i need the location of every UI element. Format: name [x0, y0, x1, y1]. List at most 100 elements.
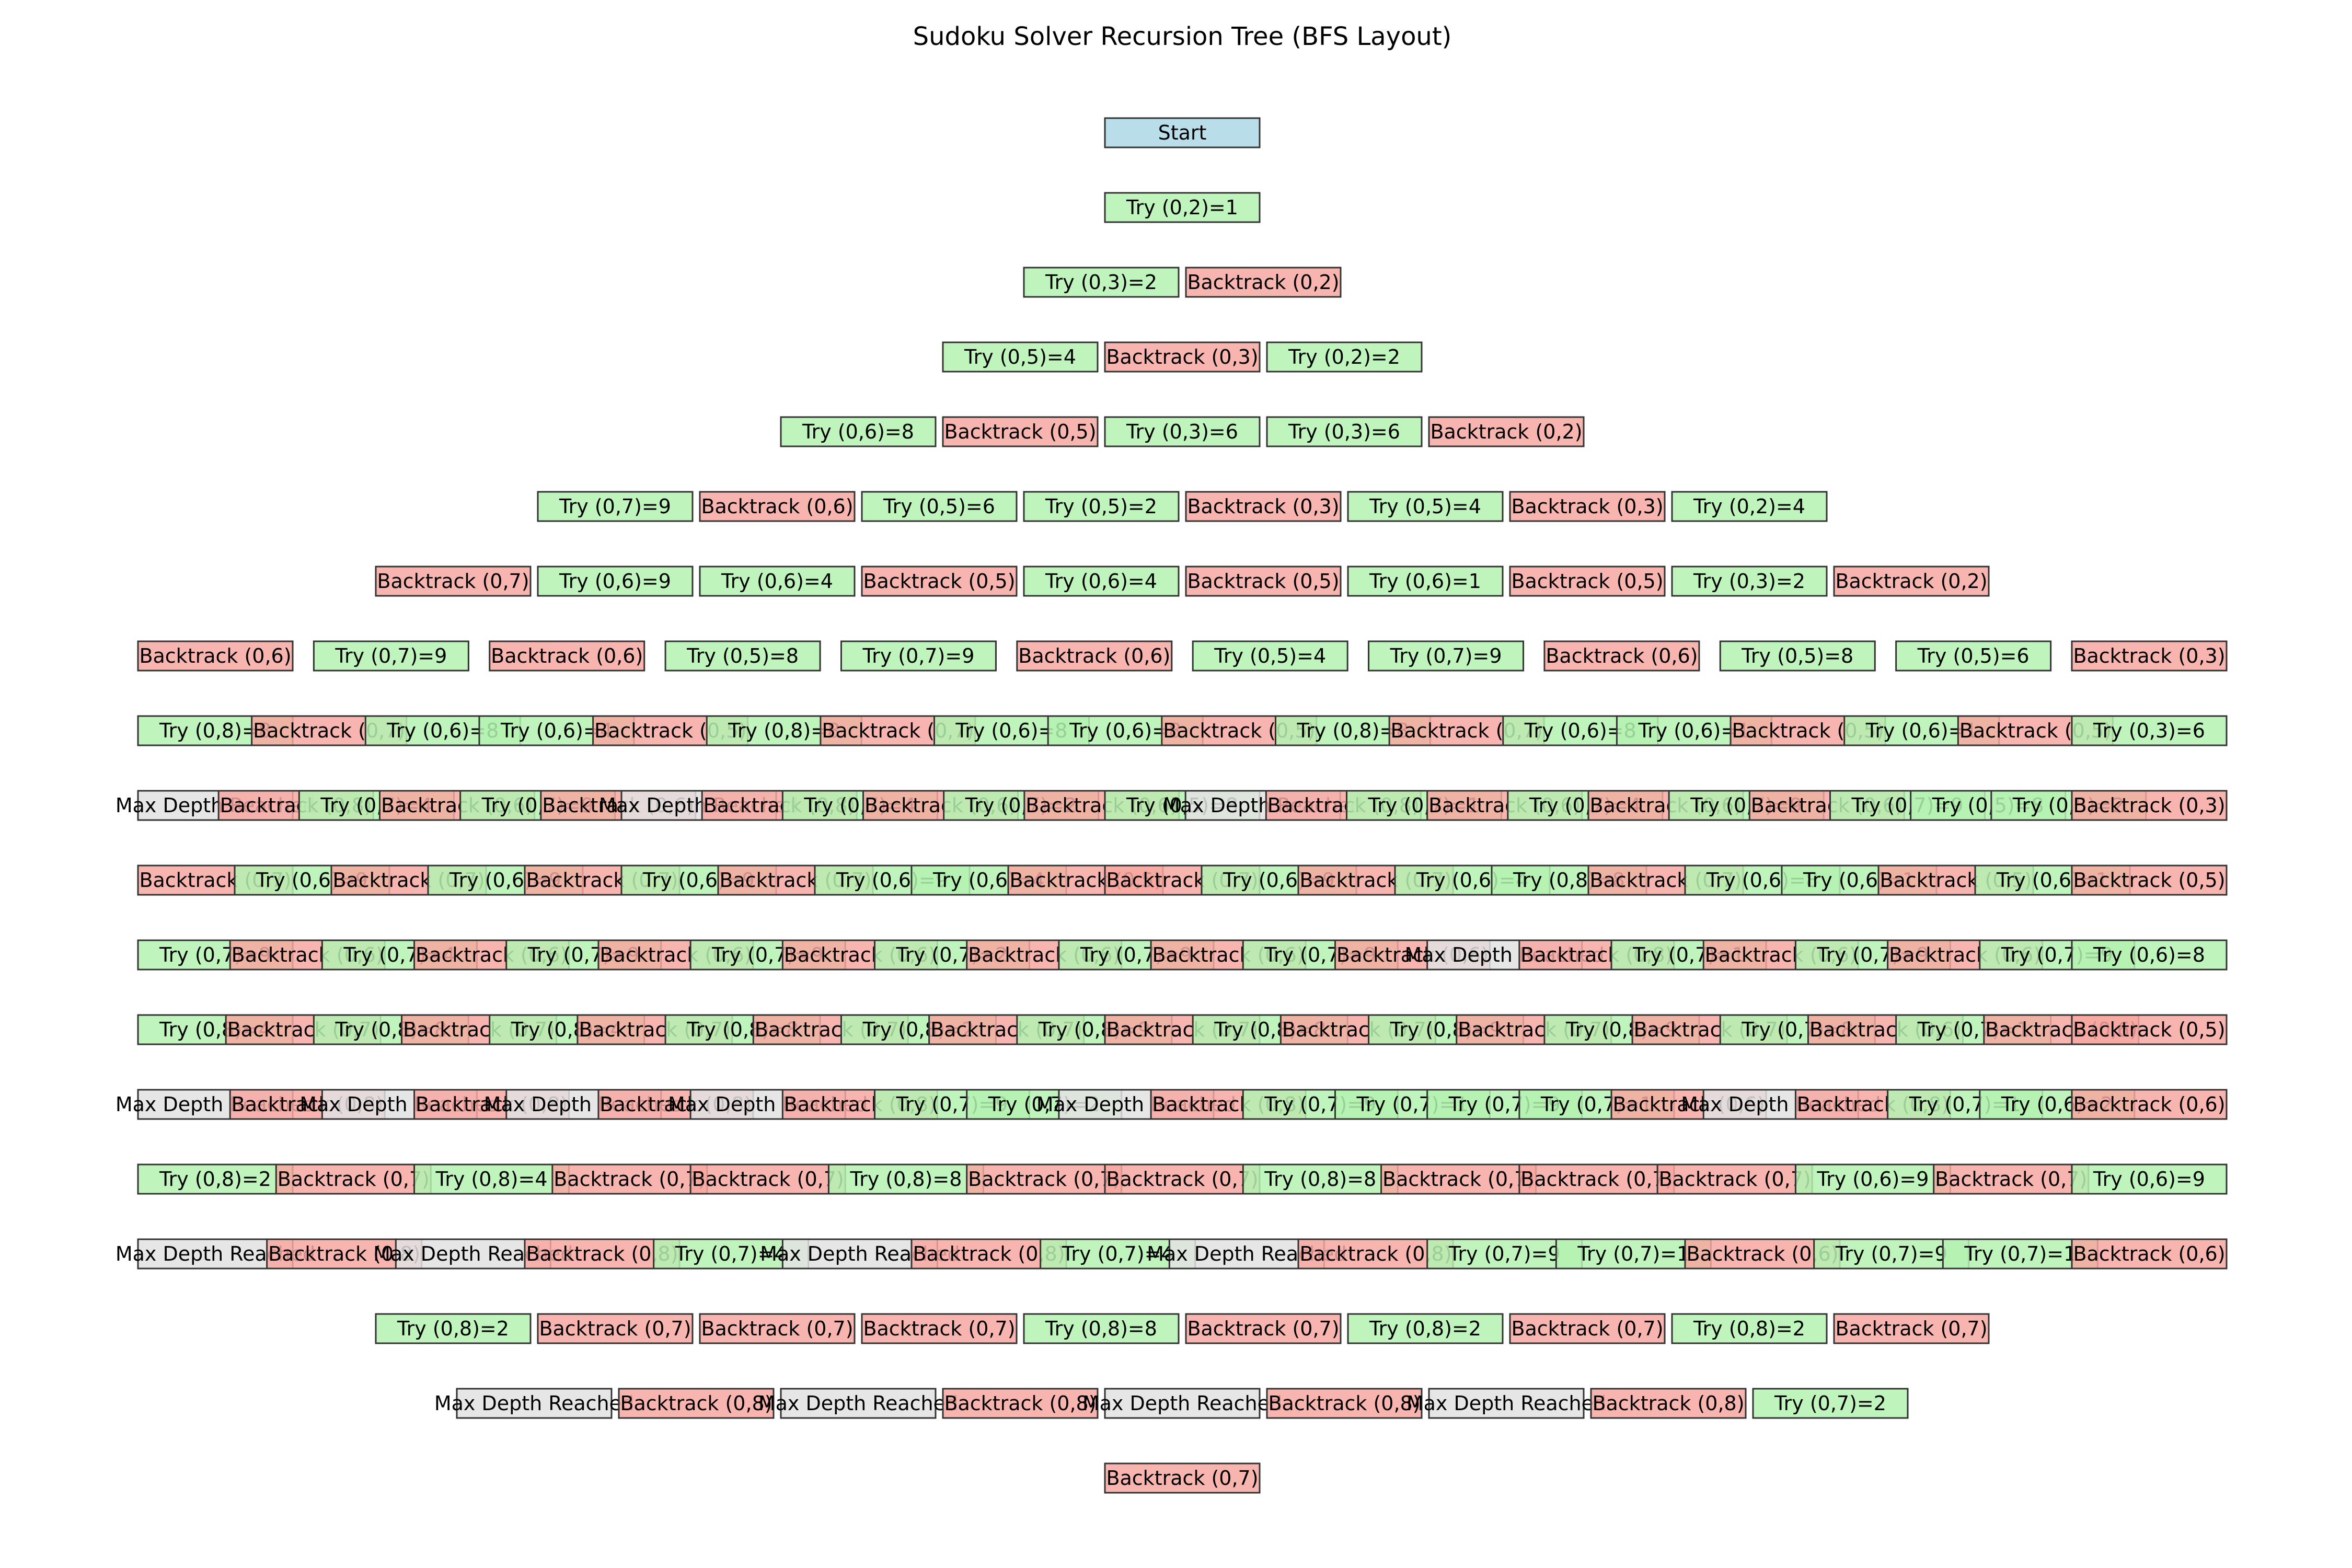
node-label: Backtrack (0,7) — [377, 570, 529, 593]
node-label: Try (0,7)=1 — [1577, 1242, 1689, 1265]
node-box-backtrack — [861, 566, 1018, 597]
node-box-try — [537, 566, 694, 597]
node-box-try — [1347, 1313, 1504, 1344]
node-label: Try (0,3)=6 — [2093, 719, 2205, 742]
node-box-backtrack — [1185, 1313, 1342, 1344]
node-label: Backtrack (0,6) — [2073, 1242, 2225, 1265]
node-label: Max Depth Reached — [1406, 1392, 1606, 1415]
node-label: Backtrack (0,7) — [1520, 1168, 1673, 1191]
node-box-try — [780, 416, 937, 447]
node-label: Try (0,7)=9 — [559, 495, 671, 518]
node-box-backtrack — [1185, 491, 1342, 522]
node-box-backtrack — [699, 491, 856, 522]
node-box-backtrack — [551, 1163, 708, 1195]
node-label: Backtrack (0,7) — [1835, 1317, 1987, 1340]
node-label: Try (0,7)=4 — [1062, 1242, 1174, 1265]
node-label: Try (0,8)=4 — [435, 1168, 548, 1191]
node-box-try — [1752, 1388, 1909, 1419]
node-label: Backtrack (0,5) — [1511, 570, 1663, 593]
node-label: Backtrack (0,3) — [1106, 345, 1258, 368]
node-box-try — [1671, 1313, 1828, 1344]
node-label: Backtrack (0,8) — [1268, 1392, 1420, 1415]
node-label: Start — [1158, 121, 1207, 144]
node-label: Backtrack (0,7) — [1935, 1168, 2087, 1191]
node-label: Backtrack (0,7) — [1106, 1467, 1258, 1490]
node-box-backtrack — [1518, 1163, 1675, 1195]
node-box-backtrack — [1266, 1388, 1423, 1419]
node-label: Try (0,8)=2 — [159, 1168, 271, 1191]
node-box-backtrack — [1590, 1388, 1747, 1419]
node-box-try — [1023, 491, 1180, 522]
node-label: Try (0,6)=4 — [721, 570, 833, 593]
node-label: Try (0,2)=1 — [1126, 196, 1238, 219]
node-box-backtrack — [1428, 416, 1585, 447]
node-box-backtrack — [1185, 267, 1342, 298]
node-box-backtrack — [861, 1313, 1018, 1344]
node-box-try — [1266, 341, 1423, 373]
node-label: Backtrack (0,7) — [692, 1168, 844, 1191]
node-box-try — [1347, 491, 1504, 522]
node-label: Backtrack (0,7) — [1511, 1317, 1663, 1340]
node-box-try — [1671, 566, 1828, 597]
node-box-backtrack — [966, 1163, 1123, 1195]
node-box-backtrack — [2071, 640, 2228, 672]
node-box-max — [1428, 1388, 1585, 1419]
node-label: Max Depth Reached — [758, 1392, 958, 1415]
node-label: Try (0,7)=9 — [1390, 644, 1502, 667]
node-box-backtrack — [1656, 1163, 1813, 1195]
node-box-try — [1023, 1313, 1180, 1344]
node-label: Try (0,5)=6 — [1917, 644, 2030, 667]
node-box-backtrack — [2071, 1014, 2228, 1045]
node-label: Backtrack (0,5) — [944, 420, 1096, 443]
node-label: Backtrack (0,6) — [491, 644, 643, 667]
node-box-try — [664, 640, 821, 672]
node-label: Backtrack (0,8) — [1592, 1392, 1744, 1415]
node-label: Try (0,5)=4 — [1369, 495, 1481, 518]
node-box-try — [1023, 566, 1180, 597]
node-label: Try (0,8)=2 — [1369, 1317, 1481, 1340]
node-label: Backtrack (0,7) — [1106, 1168, 1258, 1191]
node-box-try — [1895, 640, 2052, 672]
node-box-max — [780, 1388, 937, 1419]
node-box-try — [1266, 416, 1423, 447]
node-box-backtrack — [1104, 1163, 1261, 1195]
node-label: Backtrack (0,7) — [701, 1317, 853, 1340]
node-label: Try (0,8)=8 — [1264, 1168, 1376, 1191]
node-label: Backtrack (0,6) — [139, 644, 291, 667]
node-box-backtrack — [1185, 566, 1342, 597]
node-label: Try (0,7)=9 — [1835, 1242, 1947, 1265]
node-box-try — [137, 1163, 294, 1195]
node-box-backtrack — [2071, 864, 2228, 896]
node-box-try — [942, 341, 1099, 373]
tree-nodes: Start Try (0,2)=1 Try (0,3)=2 Backtrack (0,… — [116, 117, 2228, 1494]
node-box-try — [537, 491, 694, 522]
node-label: Backtrack (0,7) — [1382, 1168, 1535, 1191]
node-box-backtrack — [275, 1163, 432, 1195]
node-label: Backtrack (0,8) — [1299, 1242, 1451, 1265]
node-label: Try (0,5)=6 — [883, 495, 995, 518]
node-label: Try (0,7)=9 — [862, 644, 974, 667]
node-label: Backtrack (0,5) — [863, 570, 1015, 593]
node-label: Try (0,2)=4 — [1693, 495, 1805, 518]
node-label: Backtrack (0,6) — [701, 495, 853, 518]
node-box-try — [1347, 566, 1504, 597]
node-label: Try (0,6)=4 — [1045, 570, 1157, 593]
node-box-backtrack — [375, 566, 532, 597]
node-label: Backtrack (0,6) — [1686, 1242, 1838, 1265]
node-label: Try (0,3)=2 — [1693, 570, 1805, 593]
node-label: Try (0,5)=8 — [1741, 644, 1853, 667]
node-box-backtrack — [1104, 341, 1261, 373]
node-label: Try (0,7)=4 — [675, 1242, 787, 1265]
node-box-backtrack — [1543, 640, 1700, 672]
node-box-backtrack — [137, 640, 294, 672]
node-box-backtrack — [1933, 1163, 2090, 1195]
node-label: Backtrack (0,6) — [1018, 644, 1170, 667]
node-box-backtrack — [689, 1163, 846, 1195]
node-label: Backtrack (0,7) — [554, 1168, 706, 1191]
node-box-backtrack — [1509, 566, 1666, 597]
node-label: Max Depth Reached — [434, 1392, 634, 1415]
node-label: Backtrack (0,2) — [1430, 420, 1582, 443]
node-box-try — [313, 640, 469, 672]
